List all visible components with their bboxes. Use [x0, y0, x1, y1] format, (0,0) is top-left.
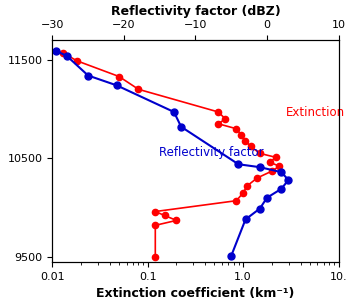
X-axis label: Reflectivity factor (dBZ): Reflectivity factor (dBZ) [111, 5, 280, 18]
Y-axis label: Altitude (m): Altitude (m) [0, 114, 2, 188]
Text: Reflectivity factor: Reflectivity factor [158, 146, 263, 159]
X-axis label: Extinction coefficient (km⁻¹): Extinction coefficient (km⁻¹) [96, 287, 295, 300]
Text: Extinction: Extinction [286, 107, 345, 120]
